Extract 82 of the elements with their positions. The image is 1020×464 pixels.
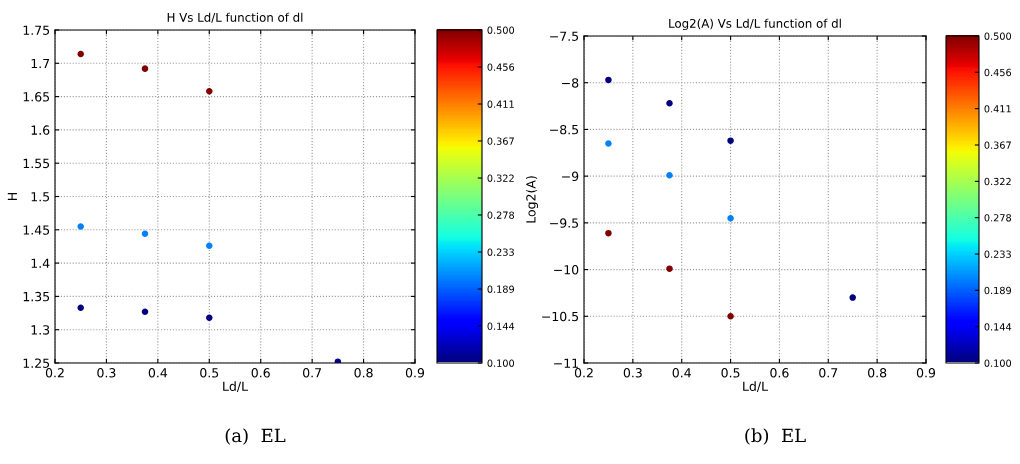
point — [666, 171, 673, 179]
y-tick-label: 1.4 — [31, 258, 50, 268]
point — [206, 242, 213, 250]
color-bar-label: 0.278 — [984, 214, 1012, 222]
x-tick-label: 0.3 — [97, 368, 116, 378]
point — [605, 229, 612, 237]
y-tick-label: −10.5 — [542, 311, 579, 322]
y-tick-label: 1.65 — [23, 92, 50, 102]
y-axis-title: H — [7, 193, 17, 200]
point — [141, 65, 149, 72]
point — [849, 294, 856, 301]
color-bar-label: 0.367 — [487, 137, 514, 145]
x-tick-label: 0.2 — [45, 368, 64, 378]
color-bar-label: 0.233 — [984, 250, 1011, 258]
chart-title: Log2(A) Vs Ld/L function of dl — [669, 18, 841, 31]
point — [605, 140, 612, 147]
color-bar-label: 0.144 — [984, 323, 1012, 331]
text: (a) EL — [225, 428, 286, 445]
color-bar-label: 0.278 — [487, 211, 515, 219]
point — [727, 313, 734, 320]
x-tick-label: 0.6 — [251, 368, 270, 378]
y-tick-label: −9.5 — [550, 218, 579, 228]
color-bar-label: 0.189 — [487, 285, 515, 293]
color-bar-label: 0.500 — [984, 32, 1012, 40]
color-bar-label: 0.189 — [984, 286, 1012, 295]
x-tick-label: 0.8 — [354, 368, 373, 378]
y-tick-label: 1.25 — [23, 358, 50, 368]
color-bar-label: 0.100 — [487, 359, 515, 367]
color-bar-label: 0.456 — [984, 68, 1012, 77]
color-bar-label: 0.500 — [487, 26, 515, 34]
x-axis-title: Ld/L — [743, 381, 768, 393]
point — [77, 304, 84, 311]
y-tick-label: 1.6 — [31, 125, 50, 135]
y-tick-label: 1.5 — [31, 192, 50, 202]
y-tick-label: 1.55 — [23, 158, 50, 169]
color-bar-label: 0.456 — [487, 63, 515, 71]
y-tick-label: −11 — [554, 358, 578, 368]
chart-title: H Vs Ld/L function of dl — [167, 12, 303, 23]
x-tick-label: 0.7 — [819, 368, 838, 378]
color-bar-label: 0.322 — [487, 174, 514, 182]
y-tick-label: −8.5 — [550, 124, 579, 135]
x-tick-label: 0.5 — [200, 368, 219, 378]
y-tick-label: −7.5 — [550, 31, 579, 41]
x-tick-label: 0.8 — [868, 368, 887, 378]
color-bar-label: 0.100 — [984, 359, 1012, 367]
color-bar-label: 0.144 — [487, 322, 515, 330]
y-tick-label: −9 — [562, 171, 579, 182]
color-bar-label: 0.367 — [984, 141, 1011, 149]
point — [77, 223, 84, 230]
point — [727, 137, 734, 144]
y-tick-label: 1.7 — [31, 58, 50, 69]
y-tick-label: 1.3 — [31, 325, 50, 335]
x-tick-label: 0.6 — [770, 368, 789, 378]
point — [666, 100, 673, 107]
x-tick-label: 0.4 — [672, 368, 691, 378]
y-axis-title: Log2(A) — [525, 176, 539, 223]
color-bar-label: 0.411 — [984, 105, 1011, 113]
x-tick-label: 0.9 — [405, 368, 425, 378]
y-tick-label: 1.35 — [23, 291, 50, 302]
x-axis-title: Ld/L — [223, 381, 248, 393]
x-tick-label: 0.5 — [721, 368, 740, 378]
point — [605, 76, 612, 84]
color-bar-label: 0.322 — [984, 177, 1011, 186]
point — [206, 88, 213, 95]
x-tick-label: 0.4 — [148, 368, 168, 378]
x-tick-label: 0.7 — [303, 368, 322, 378]
x-tick-label: 0.9 — [916, 368, 936, 378]
text: (b) EL — [745, 428, 806, 445]
point — [727, 214, 734, 222]
point — [77, 50, 84, 58]
x-tick-label: 0.3 — [623, 368, 642, 378]
y-tick-label: −8 — [562, 78, 579, 88]
y-tick-label: −10 — [554, 265, 579, 275]
color-bar-label: 0.233 — [487, 248, 514, 256]
y-tick-label: 1.45 — [23, 225, 50, 235]
point — [206, 314, 213, 321]
point — [141, 308, 149, 315]
x-tick-label: 0.2 — [574, 368, 593, 378]
y-tick-label: 1.75 — [23, 25, 50, 35]
color-bar-label: 0.411 — [487, 100, 514, 108]
point — [666, 265, 673, 272]
point — [141, 230, 149, 238]
